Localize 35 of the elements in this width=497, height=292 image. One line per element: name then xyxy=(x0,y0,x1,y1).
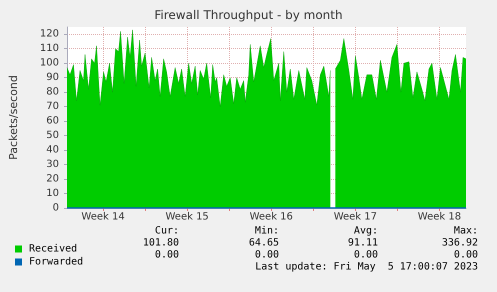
text: Avg: xyxy=(354,226,378,236)
y-tick-label: 60 xyxy=(46,116,59,127)
y-tick-label: 40 xyxy=(46,144,59,156)
chart-title: Firewall Throughput - by month xyxy=(154,8,343,22)
text: 0.00 xyxy=(454,250,478,260)
y-tick-label: 70 xyxy=(46,101,59,112)
text: 0.00 xyxy=(354,250,378,260)
x-tick-label: Week 14 xyxy=(81,212,125,222)
x-tick-label: Week 16 xyxy=(250,212,293,222)
y-tick-label: 100 xyxy=(40,58,59,69)
y-tick-label: 10 xyxy=(46,188,59,200)
text: 64.65 xyxy=(248,238,280,248)
x-tick-label: Week 15 xyxy=(165,212,209,222)
legend-label: Received xyxy=(29,244,78,254)
text: Last update: Fri May 5 17:00:07 2023 xyxy=(255,262,478,272)
text: 101.80 xyxy=(142,238,179,248)
y-tick-label: 20 xyxy=(46,174,59,185)
text: 0.00 xyxy=(154,250,180,260)
y-tick-label: 80 xyxy=(46,86,59,98)
text: Cur: xyxy=(154,226,180,236)
y-tick-label: 30 xyxy=(46,159,59,170)
x-tick-label: Week 17 xyxy=(334,212,378,222)
text: Min: xyxy=(254,226,280,236)
y-tick-label: 0 xyxy=(52,202,59,214)
text: 0.00 xyxy=(254,250,280,260)
text: 336.92 xyxy=(442,238,478,248)
text: 91.11 xyxy=(348,238,378,248)
text: Max: xyxy=(454,226,478,236)
y-tick-label: 110 xyxy=(40,43,59,54)
y-axis-title: Packets/second xyxy=(7,75,20,160)
x-tick-label: Week 18 xyxy=(418,212,462,222)
y-tick-label: 90 xyxy=(46,72,59,84)
legend-label: Forwarded xyxy=(29,256,84,268)
y-tick-label: 120 xyxy=(40,28,59,40)
y-tick-label: 50 xyxy=(46,130,59,142)
